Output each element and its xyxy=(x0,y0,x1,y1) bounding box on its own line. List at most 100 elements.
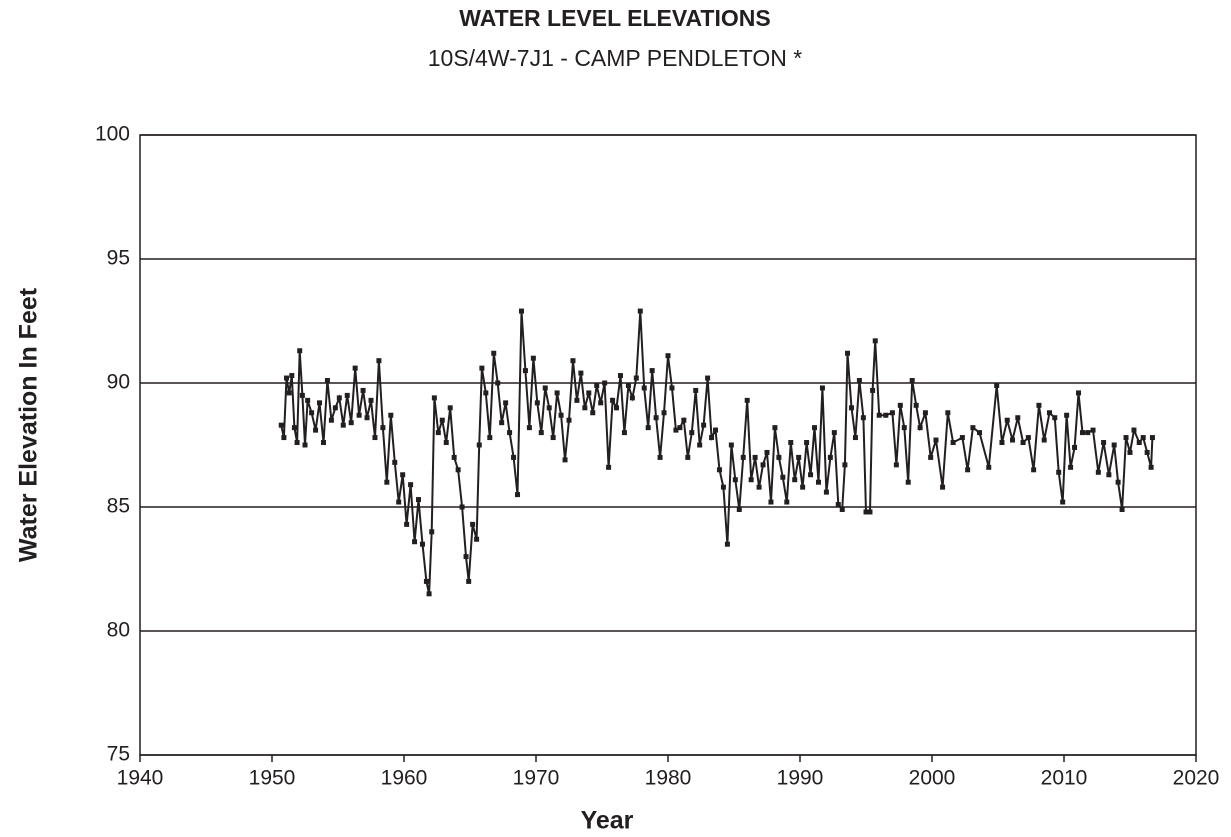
data-point xyxy=(408,482,414,488)
data-point xyxy=(526,425,532,431)
data-point xyxy=(709,435,715,441)
y-tick-label: 85 xyxy=(107,495,130,518)
data-point xyxy=(870,387,876,393)
data-point xyxy=(429,529,435,535)
data-point xyxy=(863,509,869,515)
data-point xyxy=(728,442,734,448)
data-point xyxy=(332,405,338,411)
data-point xyxy=(1041,437,1047,443)
data-point xyxy=(1015,415,1021,421)
data-point xyxy=(499,420,505,426)
data-point xyxy=(1079,430,1085,436)
data-point xyxy=(404,521,410,527)
data-point xyxy=(286,390,292,396)
data-point xyxy=(455,467,461,473)
data-point xyxy=(693,387,699,393)
data-point xyxy=(1148,464,1154,470)
data-point xyxy=(487,435,493,441)
data-point xyxy=(503,400,509,406)
data-point xyxy=(459,504,465,510)
data-point xyxy=(685,454,691,460)
data-point xyxy=(625,382,631,388)
data-point xyxy=(661,410,667,416)
data-point xyxy=(570,358,576,364)
data-point xyxy=(538,430,544,436)
data-point xyxy=(278,422,284,428)
data-point xyxy=(827,454,833,460)
data-point xyxy=(842,462,848,468)
data-point xyxy=(372,435,378,441)
data-point xyxy=(466,578,472,584)
data-point xyxy=(959,435,965,441)
data-point xyxy=(1111,442,1117,448)
data-point xyxy=(1036,402,1042,408)
data-point xyxy=(852,435,858,441)
data-point xyxy=(562,457,568,463)
data-point xyxy=(586,390,592,396)
data-point xyxy=(602,380,608,386)
data-point xyxy=(905,479,911,485)
data-point xyxy=(1004,417,1010,423)
data-point xyxy=(476,442,482,448)
data-point xyxy=(986,464,992,470)
x-tick-label: 1940 xyxy=(117,767,164,790)
data-point xyxy=(380,425,386,431)
data-point xyxy=(426,591,432,597)
data-point xyxy=(848,405,854,411)
data-point xyxy=(922,410,928,416)
data-point xyxy=(542,385,548,391)
data-point xyxy=(1085,430,1091,436)
data-point xyxy=(933,437,939,443)
data-point xyxy=(740,454,746,460)
data-point xyxy=(336,395,342,401)
data-point xyxy=(606,464,612,470)
data-point xyxy=(356,412,362,418)
data-point xyxy=(474,536,480,542)
data-point xyxy=(1056,469,1062,475)
data-point xyxy=(566,417,572,423)
data-point xyxy=(815,479,821,485)
data-point xyxy=(1031,467,1037,473)
data-point xyxy=(495,380,501,386)
data-point xyxy=(744,397,750,403)
y-tick-label: 90 xyxy=(107,371,130,394)
data-point xyxy=(736,506,742,512)
data-point xyxy=(913,402,919,408)
data-point xyxy=(928,454,934,460)
data-point xyxy=(1068,464,1074,470)
data-point xyxy=(590,410,596,416)
data-point xyxy=(917,425,923,431)
data-point xyxy=(313,427,319,433)
data-point xyxy=(1064,412,1070,418)
data-point xyxy=(546,405,552,411)
data-point xyxy=(839,506,845,512)
data-point xyxy=(344,392,350,398)
data-point xyxy=(889,410,895,416)
data-point xyxy=(598,400,604,406)
data-point xyxy=(649,368,655,374)
data-point xyxy=(994,382,1000,388)
plot-frame xyxy=(139,134,1197,756)
data-point xyxy=(491,350,497,356)
data-point xyxy=(897,402,903,408)
data-point xyxy=(447,405,453,411)
x-axis-label: Year xyxy=(581,807,634,835)
data-point xyxy=(412,539,418,545)
data-point xyxy=(302,442,308,448)
data-point xyxy=(470,521,476,527)
data-point xyxy=(324,378,330,384)
data-point xyxy=(392,459,398,465)
data-point xyxy=(764,449,770,455)
data-point xyxy=(970,425,976,431)
data-point xyxy=(530,355,536,361)
data-point xyxy=(977,430,983,436)
data-point xyxy=(945,410,951,416)
data-point xyxy=(368,397,374,403)
y-axis-label: Water Elevation In Feet xyxy=(15,287,43,562)
data-point xyxy=(610,397,616,403)
data-point xyxy=(760,462,766,468)
data-point xyxy=(768,499,774,505)
data-point xyxy=(867,509,873,515)
series-line xyxy=(280,311,1154,595)
